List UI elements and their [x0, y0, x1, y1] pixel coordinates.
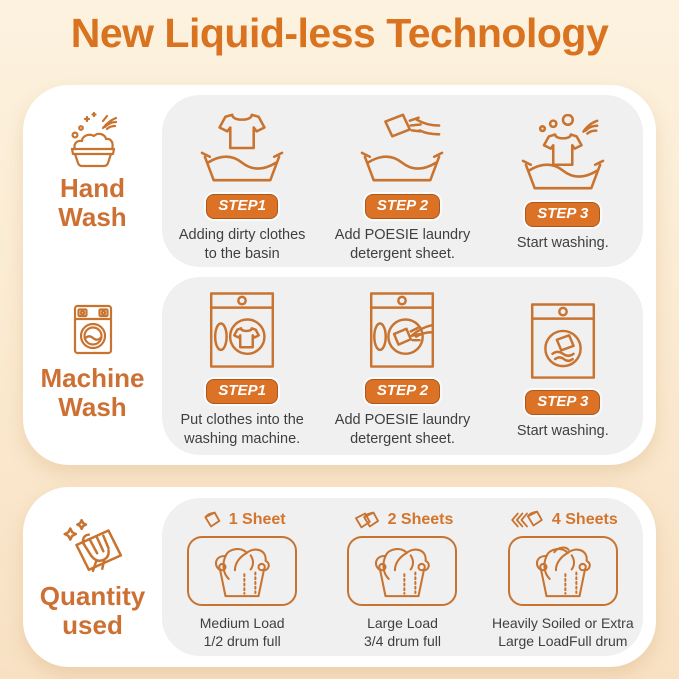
- machine-wash-step-3: STEP 3 Start washing.: [483, 277, 643, 455]
- start-washing-basin-icon: [521, 113, 605, 190]
- four-sheets-icon: [511, 510, 543, 528]
- washing-machine-icon: [73, 304, 112, 355]
- load-extra-large: 4 Sheets: [483, 498, 643, 656]
- step-caption: Start washing.: [516, 234, 609, 251]
- load-header: 1 Sheet: [199, 508, 286, 532]
- step-caption: Start washing.: [516, 422, 609, 439]
- one-sheet-icon: [204, 511, 220, 528]
- load-caption: Medium Load 1/2 drum full: [199, 615, 285, 650]
- hand-wash-step-2: STEP 2 Add POESIE laundry detergent shee…: [322, 95, 482, 267]
- load-medium: 1 Sheet: [162, 498, 322, 656]
- step-caption: Adding dirty clothes to the basin: [178, 227, 306, 262]
- machine-start-icon: [530, 302, 595, 379]
- hand-wash-steps-card: STEP1 Adding dirty clothes to the basin: [162, 95, 643, 267]
- sheet-count-label: 2 Sheets: [387, 511, 454, 528]
- load-illustration-box: [187, 536, 298, 606]
- hand-wash-label: Hand Wash: [58, 173, 127, 233]
- quantity-side: Quantity used: [23, 513, 162, 640]
- page-title: New Liquid-less Technology: [70, 10, 609, 56]
- load-illustration-box: [347, 536, 458, 606]
- two-sheets-icon: [354, 511, 379, 529]
- load-caption: Heavily Soiled or Extra Large LoadFull d…: [492, 615, 634, 650]
- step-badge: STEP 2: [364, 194, 441, 219]
- machine-wash-step-1: STEP1 Put clothes into the washing machi…: [162, 277, 322, 455]
- sheet-count-label: 1 Sheet: [228, 511, 286, 528]
- shirt-over-basin-icon: [200, 113, 284, 182]
- sheet-over-basin-icon: [361, 113, 444, 182]
- quantity-loads-card: 1 Sheet: [162, 498, 643, 656]
- laundry-basket-icon: [375, 548, 431, 598]
- load-illustration-box: [507, 536, 618, 606]
- machine-load-clothes-icon: [210, 292, 275, 368]
- sheet-in-hand-icon: [62, 518, 122, 573]
- hand-wash-basin-icon: [70, 111, 117, 168]
- quantity-label: Quantity used: [39, 581, 146, 641]
- laundry-basket-icon: [535, 546, 591, 598]
- machine-wash-label: Machine Wash: [40, 363, 145, 423]
- machine-wash-step-2: STEP 2 Add POESIE laundry detergent shee…: [322, 277, 482, 455]
- step-badge: STEP1: [206, 379, 278, 404]
- quantity-used-panel: Quantity used 1 Sheet: [23, 487, 656, 667]
- step-badge: STEP1: [206, 194, 278, 219]
- machine-wash-side: Machine Wash: [23, 299, 162, 422]
- machine-add-sheet-icon: [370, 292, 435, 368]
- wash-instructions-panel: Hand Wash ST: [23, 85, 656, 465]
- step-badge: STEP 3: [525, 389, 601, 415]
- load-caption: Large Load 3/4 drum full: [363, 615, 442, 650]
- machine-wash-steps-card: STEP1 Put clothes into the washing machi…: [162, 277, 643, 455]
- step-badge: STEP 3: [525, 201, 601, 227]
- load-header: 2 Sheets: [352, 508, 454, 532]
- hand-wash-side: Hand Wash: [23, 109, 162, 232]
- load-large: 2 Sheets: [322, 498, 482, 656]
- laundry-basket-icon: [215, 548, 270, 598]
- step-badge: STEP 2: [364, 379, 441, 404]
- step-caption: Add POESIE laundry detergent sheet.: [334, 412, 471, 447]
- load-header: 4 Sheets: [508, 508, 618, 532]
- step-caption: Add POESIE laundry detergent sheet.: [334, 227, 471, 262]
- hand-wash-step-3: STEP 3 Start washing.: [483, 95, 643, 267]
- step-caption: Put clothes into the washing machine.: [180, 412, 304, 447]
- sheet-count-label: 4 Sheets: [551, 511, 618, 528]
- hand-wash-step-1: STEP1 Adding dirty clothes to the basin: [162, 95, 322, 267]
